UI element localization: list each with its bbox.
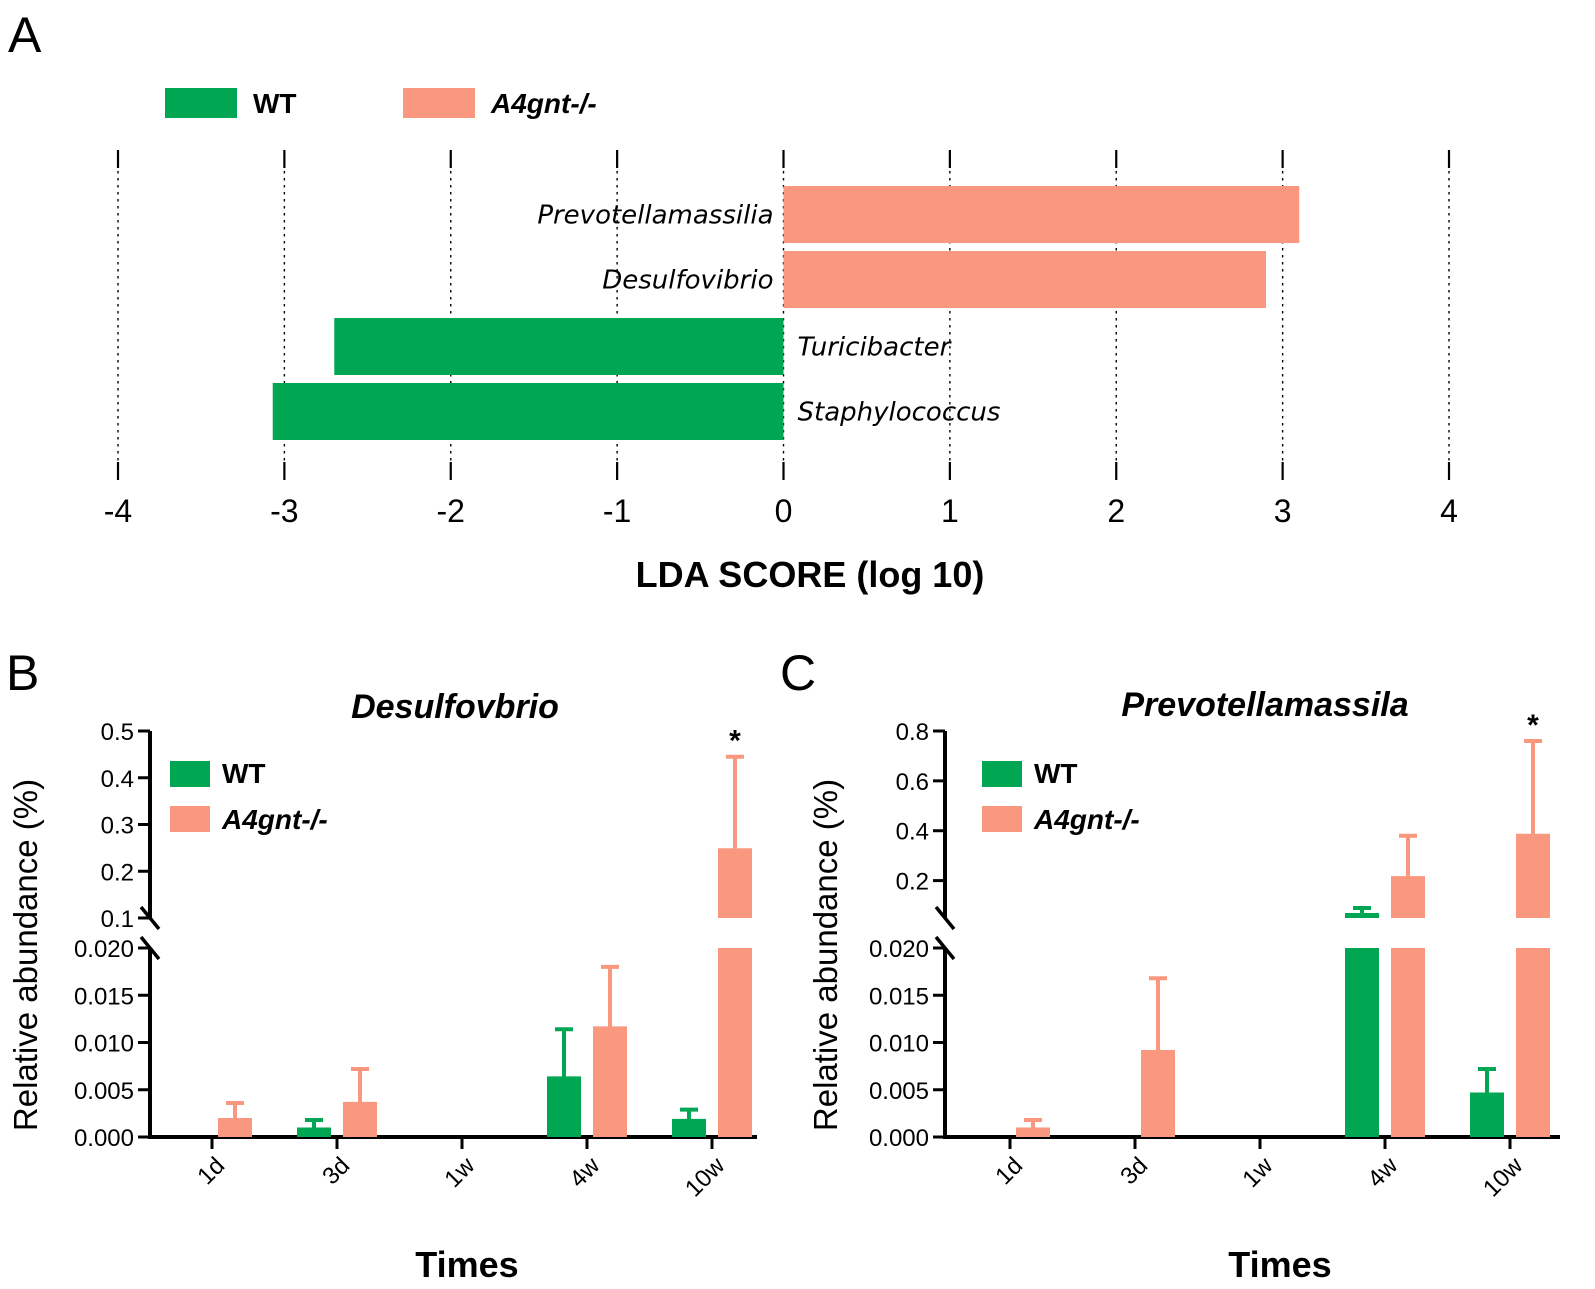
panel-label-a: A [8,7,42,63]
lda-x-tick-label: -1 [603,493,631,529]
chart-b-y-axis-title: Relative abundance (%) [7,779,44,1131]
chart-b-x-tick-label: 1d [192,1152,230,1190]
lda-chart: WT A4gnt-/- Prevotellamassilia Desulfovib… [104,88,1458,595]
chart-c-bar [1141,1051,1175,1137]
lda-legend-label-wt: WT [253,88,297,119]
chart-c-y-tick-label: 0.010 [869,1031,929,1058]
chart-b-y-tick-label: 0.4 [101,766,134,793]
chart-c-legend-label-ko: A4gnt-/- [1033,804,1140,835]
lda-legend-swatch-wt [165,88,237,118]
chart-c-y-tick-label: 0.4 [896,819,929,846]
panel-label-b: B [6,645,39,701]
chart-c-x-tick-label: 1w [1237,1152,1278,1193]
chart-b-bar [593,1028,627,1137]
chart-b-y-tick-label: 0.015 [74,983,134,1010]
chart-c-x-tick-label: 4w [1362,1152,1403,1193]
chart-b-legend-label-ko: A4gnt-/- [221,804,328,835]
chart-c-y-axis-title: Relative abundance (%) [807,779,844,1131]
lda-legend: WT A4gnt-/- [165,88,597,119]
chart-b-bar [547,1078,581,1137]
chart-b-legend-swatch-ko [170,806,210,832]
chart-c-bar [1470,1094,1504,1137]
lda-taxon-label: Desulfovibrio [602,266,773,296]
chart-c-significance-marker: * [1527,709,1539,742]
chart-b-significance-marker: * [729,725,741,758]
chart-b-bar-lower [718,948,752,1137]
lda-x-tick-label: 4 [1440,493,1458,529]
chart-c-legend: WT A4gnt-/- [982,758,1140,835]
chart-b-y-tick-label: 0.000 [74,1125,134,1152]
chart-c-bar-lower [1391,948,1425,1137]
lda-x-tick-label: -4 [104,493,132,529]
chart-c-y-tick-label: 0.005 [869,1078,929,1105]
chart-b-y-tick-label: 0.005 [74,1078,134,1105]
lda-legend-swatch-ko [403,88,475,118]
lda-taxon-label: Prevotellamassilia [537,201,773,231]
chart-b-x-tick-label: 3d [317,1152,355,1190]
chart-b-y-tick-label: 0.010 [74,1031,134,1058]
lda-x-tick-label: 1 [941,493,959,529]
lda-legend-label-ko: A4gnt-/- [490,88,597,119]
desulfovibrio-chart: Desulfovbrio WT A4gnt-/- 0.000 0.005 0.010… [7,688,757,1285]
chart-c-x-tick-label: 10w [1478,1152,1529,1203]
chart-c-bar-upper [1516,835,1550,918]
lda-bar [783,186,1300,243]
chart-b-bar [218,1119,252,1137]
chart-b-y-tick-label: 0.5 [101,719,134,746]
chart-c-bar-lower [1345,948,1379,1137]
chart-c-bar-upper [1391,878,1425,918]
chart-c-legend-swatch-wt [982,761,1022,787]
chart-b-legend: WT A4gnt-/- [170,758,328,835]
chart-b-y-tick-label: 0.1 [101,906,134,933]
chart-c-y-tick-label: 0.2 [896,869,929,896]
chart-b-bar [343,1103,377,1137]
chart-c-axis-break-mark [934,905,956,931]
chart-c-legend-label-wt: WT [1034,758,1078,789]
lda-taxon-label: Staphylococcus [798,398,1001,428]
lda-bar [783,251,1266,308]
lda-taxon-label: Turicibacter [798,333,953,363]
chart-c-x-tick-label: 3d [1115,1152,1153,1190]
chart-c-bar-lower [1516,948,1550,1137]
chart-c-y-tick-label: 0.020 [869,936,929,963]
lda-x-tick-label: 3 [1274,493,1292,529]
chart-b-bar-upper [718,850,752,918]
panel-label-c: C [780,645,816,701]
lda-x-tick-label: -3 [270,493,298,529]
chart-b-y-tick-label: 0.020 [74,936,134,963]
chart-c-title: Prevotellamassila [1121,686,1408,724]
chart-b-legend-label-wt: WT [222,758,266,789]
chart-c-x-tick-label: 1d [990,1152,1028,1190]
lda-x-tick-label: 0 [775,493,793,529]
chart-c-y-tick-label: 0.000 [869,1125,929,1152]
chart-c-y-tick-label: 0.8 [896,719,929,746]
chart-b-y-tick-label: 0.2 [101,859,134,886]
lda-bar [334,318,784,375]
chart-b-y-tick-label: 0.3 [101,813,134,840]
chart-b-legend-swatch-wt [170,761,210,787]
chart-b-x-tick-label: 1w [439,1152,480,1193]
chart-b-x-axis-title: Times [415,1244,518,1285]
chart-b-x-tick-label: 10w [680,1152,731,1203]
chart-c-x-axis-title: Times [1228,1244,1331,1285]
chart-b-bar [672,1120,706,1137]
lda-x-axis-title: LDA SCORE (log 10) [636,554,985,595]
chart-b-title: Desulfovbrio [351,688,559,726]
lda-x-tick-label: 2 [1107,493,1125,529]
lda-bar [272,383,784,440]
chart-c-y-tick-label: 0.6 [896,769,929,796]
prevotellamassilia-chart: Prevotellamassila WT A4gnt-/- 0.000 0.005… [807,686,1560,1285]
chart-b-x-tick-label: 4w [564,1152,605,1193]
chart-b-bar [297,1129,331,1137]
chart-c-bar [1016,1129,1050,1137]
lda-x-tick-label: -2 [437,493,465,529]
chart-c-legend-swatch-ko [982,806,1022,832]
chart-c-y-tick-label: 0.015 [869,983,929,1010]
